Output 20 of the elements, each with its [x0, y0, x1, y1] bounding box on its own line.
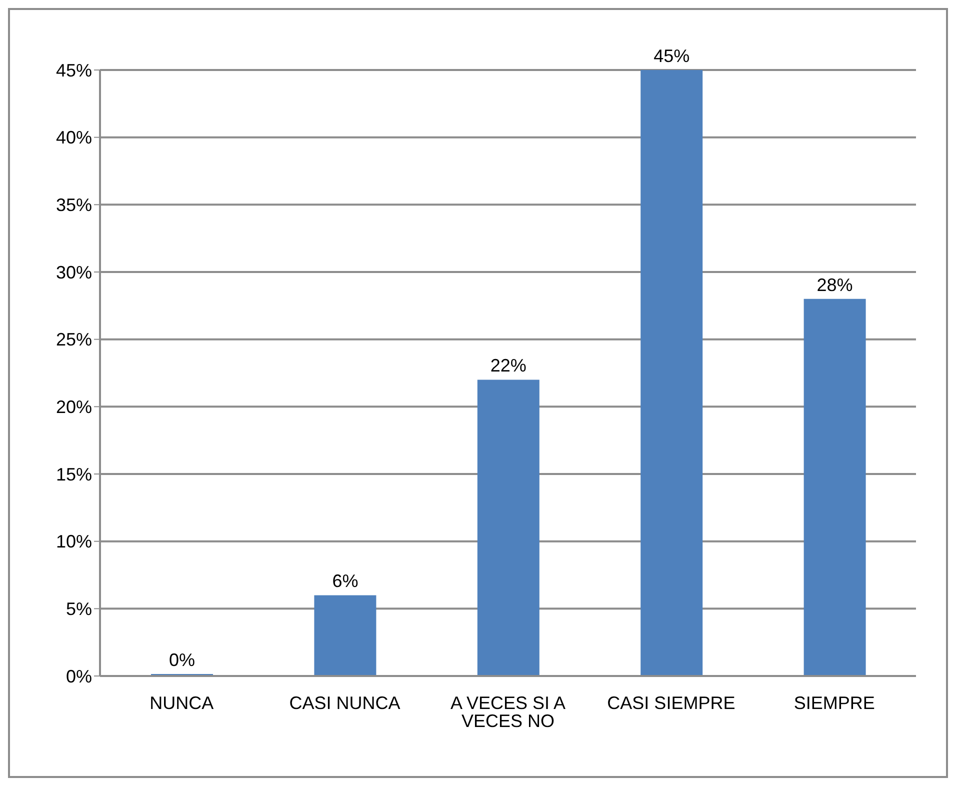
- x-tick-label: CASI NUNCA: [289, 692, 400, 713]
- x-tick-label: SIEMPRE: [794, 692, 875, 713]
- x-tick-label: CASI SIEMPRE: [607, 692, 736, 713]
- x-tick-label: NUNCA: [150, 692, 214, 713]
- y-tick-label: 45%: [56, 60, 92, 80]
- y-tick-label: 0%: [66, 666, 92, 686]
- y-tick-label: 30%: [56, 262, 92, 282]
- y-tick-label: 10%: [56, 532, 92, 552]
- y-tick-label: 20%: [56, 397, 92, 418]
- x-tick-label: A VECES SI A VECES NO: [450, 692, 566, 731]
- data-label: 28%: [816, 274, 853, 295]
- data-label: 0%: [168, 650, 196, 670]
- y-tick-label: 15%: [56, 464, 92, 484]
- y-tick-label: 25%: [56, 330, 92, 350]
- data-label: 22%: [490, 356, 526, 376]
- data-label: 6%: [332, 571, 358, 592]
- y-tick-label: 40%: [56, 128, 92, 148]
- y-tick-label: 5%: [66, 599, 92, 620]
- y-tick-label: 35%: [56, 195, 92, 216]
- data-label: 45%: [654, 46, 690, 66]
